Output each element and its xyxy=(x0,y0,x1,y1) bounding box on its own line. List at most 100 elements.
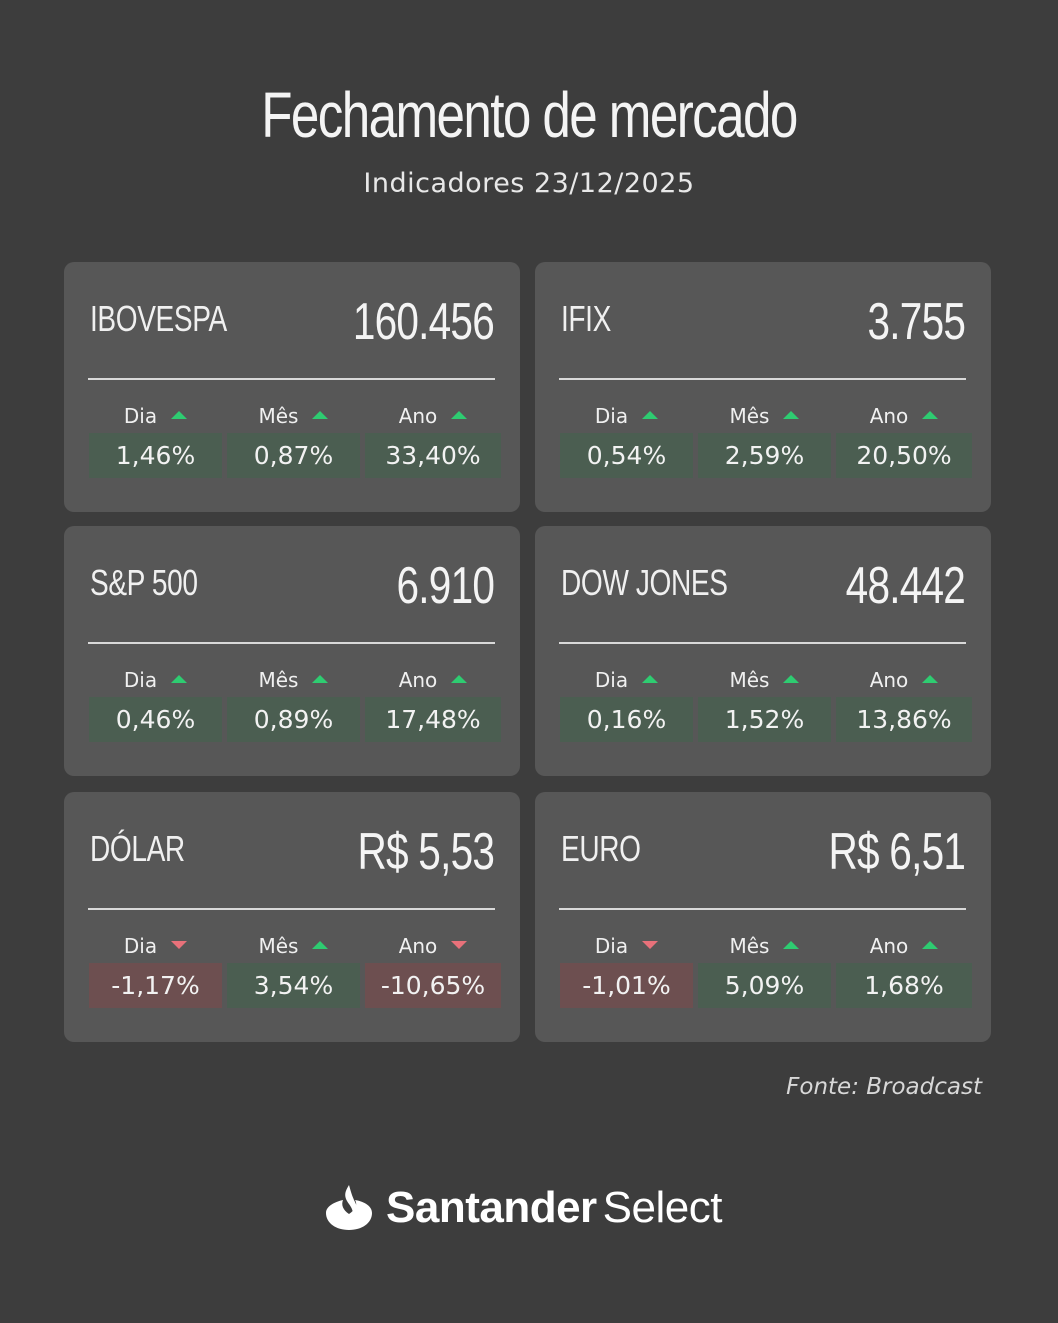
metric-label-text: Dia xyxy=(594,668,629,692)
indicator-value: R$ 5,53 xyxy=(357,823,494,881)
page-subtitle: Indicadores 23/12/2025 xyxy=(363,168,695,199)
indicator-name: S&P 500 xyxy=(90,562,198,603)
divider xyxy=(559,378,966,380)
indicator-card: EURO R$ 6,51 Dia -1,01% Mês 5,09% Ano 1,68% xyxy=(535,792,991,1042)
indicator-value: 6.910 xyxy=(396,557,494,615)
indicator-card: DÓLAR R$ 5,53 Dia -1,17% Mês 3,54% Ano -10,65% xyxy=(64,792,520,1042)
indicator-card: IBOVESPA 160.456 Dia 1,46% Mês 0,87% Ano 33,40% xyxy=(64,262,520,512)
divider xyxy=(559,642,966,644)
metric-label-text: Ano xyxy=(869,404,909,428)
metric-label-text: Dia xyxy=(123,668,158,692)
arrow-up-icon xyxy=(451,674,468,683)
metric-value: 3,54% xyxy=(227,963,360,1008)
divider xyxy=(88,378,495,380)
metric-label: Mês xyxy=(698,668,831,692)
metric-label: Ano xyxy=(836,934,972,958)
metric-label-text: Ano xyxy=(398,934,438,958)
metric-label-text: Ano xyxy=(869,668,909,692)
metric-label-text: Ano xyxy=(398,404,438,428)
metric-label-text: Mês xyxy=(258,668,299,692)
metric-label: Ano xyxy=(365,668,501,692)
arrow-down-icon xyxy=(171,940,188,949)
metric-value: 0,87% xyxy=(227,433,360,478)
metric-label: Ano xyxy=(365,404,501,428)
arrow-up-icon xyxy=(642,674,659,683)
indicator-value: 48.442 xyxy=(845,557,966,615)
indicator-name: IFIX xyxy=(561,298,611,339)
metric-label-text: Dia xyxy=(594,404,629,428)
metric-label: Ano xyxy=(365,934,501,958)
metric-value: 1,52% xyxy=(698,697,831,742)
metric-value: -1,17% xyxy=(89,963,222,1008)
metric-value: -1,01% xyxy=(560,963,693,1008)
indicator-card: DOW JONES 48.442 Dia 0,16% Mês 1,52% Ano 13,86% xyxy=(535,526,991,776)
metric-value: 0,89% xyxy=(227,697,360,742)
arrow-down-icon xyxy=(642,940,659,949)
arrow-up-icon xyxy=(783,940,800,949)
metric-label: Ano xyxy=(836,404,972,428)
metric-value: 20,50% xyxy=(836,433,972,478)
source-note: Fonte: Broadcast xyxy=(786,1074,982,1100)
metric-label: Dia xyxy=(89,404,222,428)
arrow-up-icon xyxy=(922,410,939,419)
metric-label-text: Mês xyxy=(258,934,299,958)
metric-label: Mês xyxy=(698,404,831,428)
metric-label-text: Mês xyxy=(258,404,299,428)
santander-flame-icon xyxy=(326,1185,372,1230)
indicator-value: 160.456 xyxy=(352,293,495,351)
metric-value: 17,48% xyxy=(365,697,501,742)
arrow-down-icon xyxy=(451,940,468,949)
page-title: Fechamento de mercado xyxy=(261,79,798,151)
metric-label: Dia xyxy=(560,404,693,428)
arrow-up-icon xyxy=(312,410,329,419)
arrow-up-icon xyxy=(312,674,329,683)
indicator-name: DÓLAR xyxy=(90,828,185,869)
arrow-up-icon xyxy=(312,940,329,949)
indicator-card: IFIX 3.755 Dia 0,54% Mês 2,59% Ano 20,50% xyxy=(535,262,991,512)
metric-value: 0,16% xyxy=(560,697,693,742)
metric-label-text: Mês xyxy=(729,934,770,958)
metric-label-text: Dia xyxy=(594,934,629,958)
metric-label: Ano xyxy=(836,668,972,692)
metric-label-text: Ano xyxy=(869,934,909,958)
metric-value: 0,46% xyxy=(89,697,222,742)
metric-label: Dia xyxy=(560,934,693,958)
arrow-up-icon xyxy=(171,674,188,683)
santander-logo: Santander Select xyxy=(322,1178,722,1238)
arrow-up-icon xyxy=(783,410,800,419)
metric-label: Mês xyxy=(227,404,360,428)
indicator-value: R$ 6,51 xyxy=(828,823,965,881)
arrow-up-icon xyxy=(783,674,800,683)
indicator-name: IBOVESPA xyxy=(90,298,227,339)
metric-label-text: Dia xyxy=(123,934,158,958)
metric-value: 5,09% xyxy=(698,963,831,1008)
arrow-up-icon xyxy=(922,674,939,683)
metric-label-text: Dia xyxy=(123,404,158,428)
indicator-card: S&P 500 6.910 Dia 0,46% Mês 0,89% Ano 17,48% xyxy=(64,526,520,776)
divider xyxy=(559,908,966,910)
metric-label: Dia xyxy=(89,934,222,958)
arrow-up-icon xyxy=(171,410,188,419)
arrow-up-icon xyxy=(451,410,468,419)
metric-label-text: Mês xyxy=(729,668,770,692)
logo-brand: Santander xyxy=(386,1183,597,1232)
arrow-up-icon xyxy=(642,410,659,419)
metric-value: 1,68% xyxy=(836,963,972,1008)
metric-value: 33,40% xyxy=(365,433,501,478)
metric-label-text: Ano xyxy=(398,668,438,692)
metric-value: 13,86% xyxy=(836,697,972,742)
divider xyxy=(88,908,495,910)
divider xyxy=(88,642,495,644)
metric-value: 1,46% xyxy=(89,433,222,478)
metric-value: -10,65% xyxy=(365,963,501,1008)
metric-value: 2,59% xyxy=(698,433,831,478)
metric-label: Dia xyxy=(89,668,222,692)
metric-label: Mês xyxy=(698,934,831,958)
logo-product: Select xyxy=(602,1183,723,1232)
indicator-name: EURO xyxy=(561,828,641,869)
metric-label-text: Mês xyxy=(729,404,770,428)
metric-value: 0,54% xyxy=(560,433,693,478)
metric-label: Mês xyxy=(227,934,360,958)
metric-label: Mês xyxy=(227,668,360,692)
indicator-name: DOW JONES xyxy=(561,562,728,603)
